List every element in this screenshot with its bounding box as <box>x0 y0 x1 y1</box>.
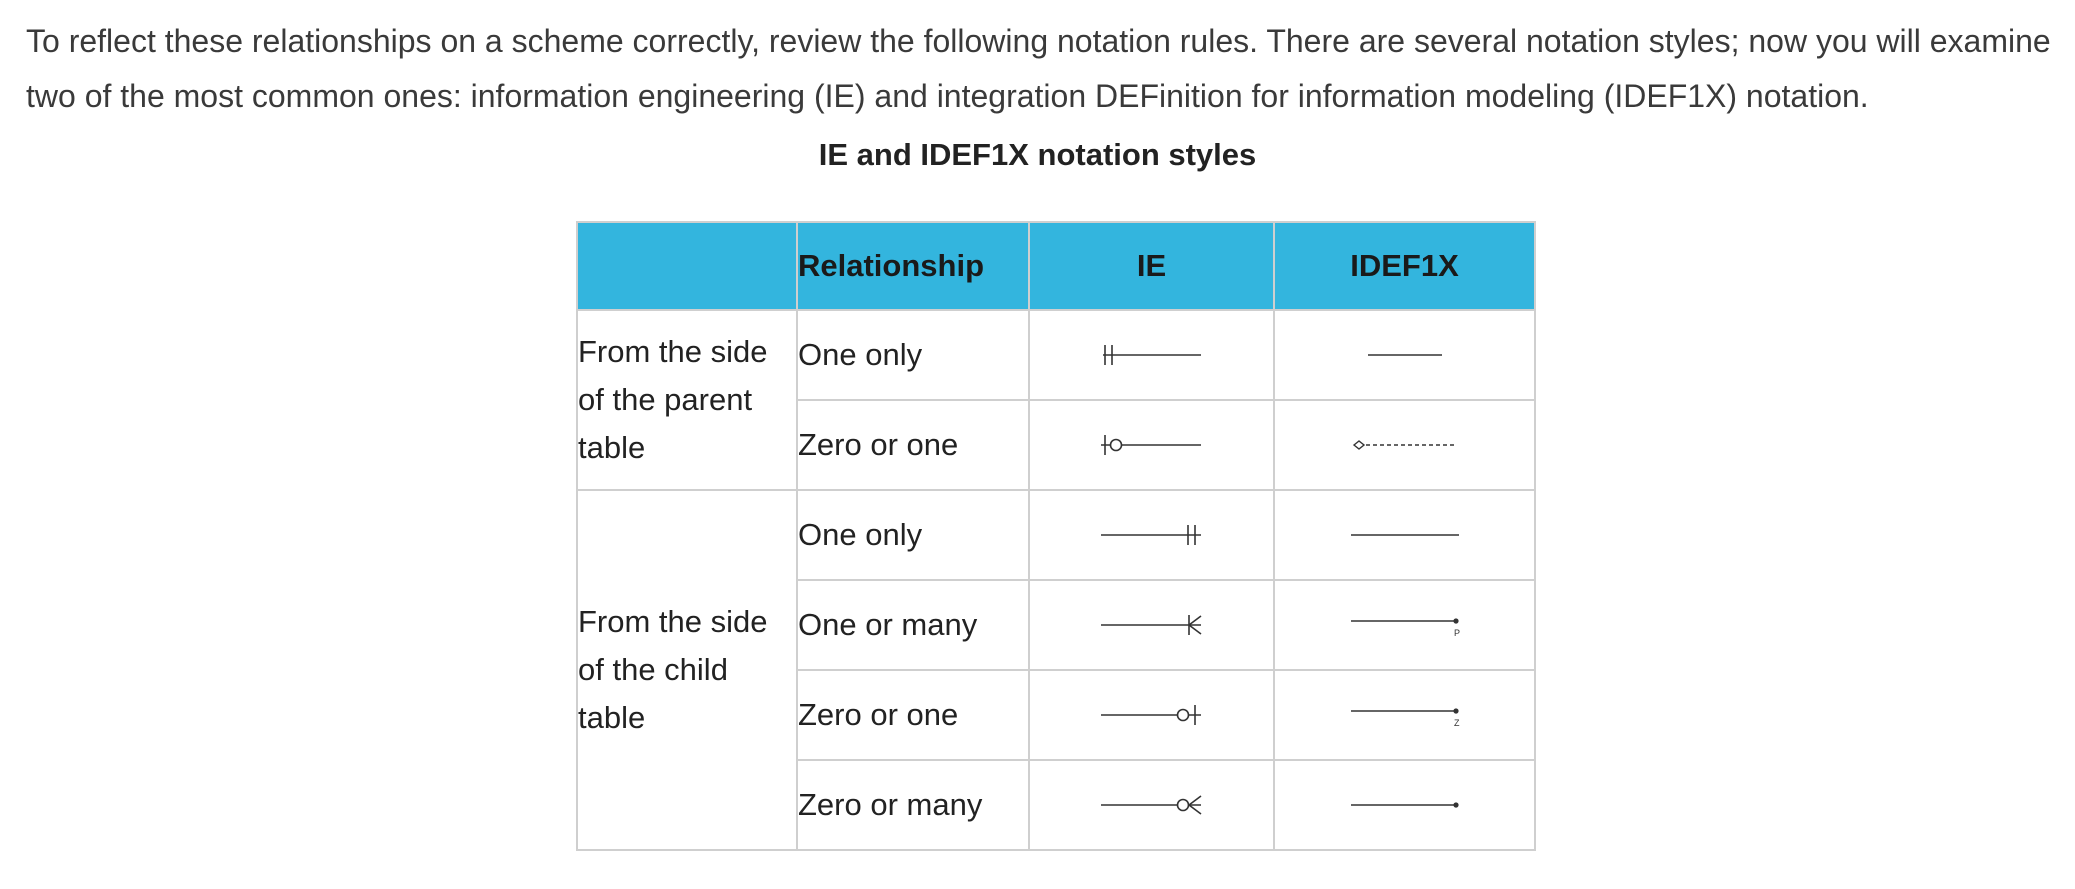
ie-cell <box>1028 669 1275 761</box>
idef1x-cell: P <box>1273 579 1536 671</box>
one-only-child-icon <box>1100 525 1201 545</box>
one-only-parent-icon <box>1102 345 1201 365</box>
table-header-row: Relationship IE IDEF1X <box>576 221 1536 311</box>
solid-line-icon <box>1350 534 1459 536</box>
group-label-parent: From the side of the parent table <box>576 309 798 491</box>
relationship-cell: Zero or many <box>796 759 1030 851</box>
table-title: IE and IDEF1X notation styles <box>818 137 1257 172</box>
header-blank <box>576 221 798 311</box>
idef1x-letter: P <box>1454 628 1460 638</box>
relationship-cell: Zero or one <box>796 399 1030 491</box>
ie-cell <box>1028 579 1275 671</box>
one-or-many-child-icon <box>1100 615 1201 635</box>
relationship-cell: Zero or one <box>796 669 1030 761</box>
header-relationship: Relationship <box>796 221 1030 311</box>
zero-or-one-parent-icon <box>1100 435 1201 455</box>
line-dot-z-icon: Z <box>1350 708 1460 728</box>
solid-line-icon <box>1367 354 1442 356</box>
relationship-cell: One or many <box>796 579 1030 671</box>
group-label-child: From the side of the child table <box>576 489 798 851</box>
dashed-diamond-line-icon <box>1352 440 1456 450</box>
idef1x-letter: Z <box>1454 718 1460 728</box>
table-row: From the side of the parent table One on… <box>576 309 1536 491</box>
idef1x-cell <box>1273 399 1536 491</box>
table-row: Zero or many <box>577 759 1536 851</box>
table-row: From the side of the child table One onl… <box>576 489 1536 851</box>
zero-or-many-child-icon <box>1100 795 1201 815</box>
table-row: One or many P <box>577 579 1536 671</box>
ie-cell <box>1028 759 1275 851</box>
ie-cell <box>1028 399 1275 491</box>
header-idef1x: IDEF1X <box>1273 221 1536 311</box>
relationship-cell: One only <box>796 309 1030 401</box>
intro-paragraph: To reflect these relationships on a sche… <box>26 23 2051 114</box>
header-ie: IE <box>1028 221 1275 311</box>
line-dot-p-icon: P <box>1350 618 1460 638</box>
idef1x-cell: Z <box>1273 669 1536 761</box>
idef1x-cell <box>1273 759 1536 851</box>
ie-cell <box>1028 489 1275 581</box>
relationship-cell: One only <box>796 489 1030 581</box>
table-row: Zero or one <box>577 399 1536 491</box>
line-dot-icon <box>1350 802 1459 808</box>
idef1x-cell <box>1273 489 1536 581</box>
notation-table: Relationship IE IDEF1X From the side of … <box>576 221 1536 851</box>
table-row: Zero or one Z <box>577 669 1536 761</box>
ie-cell <box>1028 309 1275 401</box>
zero-or-one-child-icon <box>1100 705 1201 725</box>
idef1x-cell <box>1273 309 1536 401</box>
